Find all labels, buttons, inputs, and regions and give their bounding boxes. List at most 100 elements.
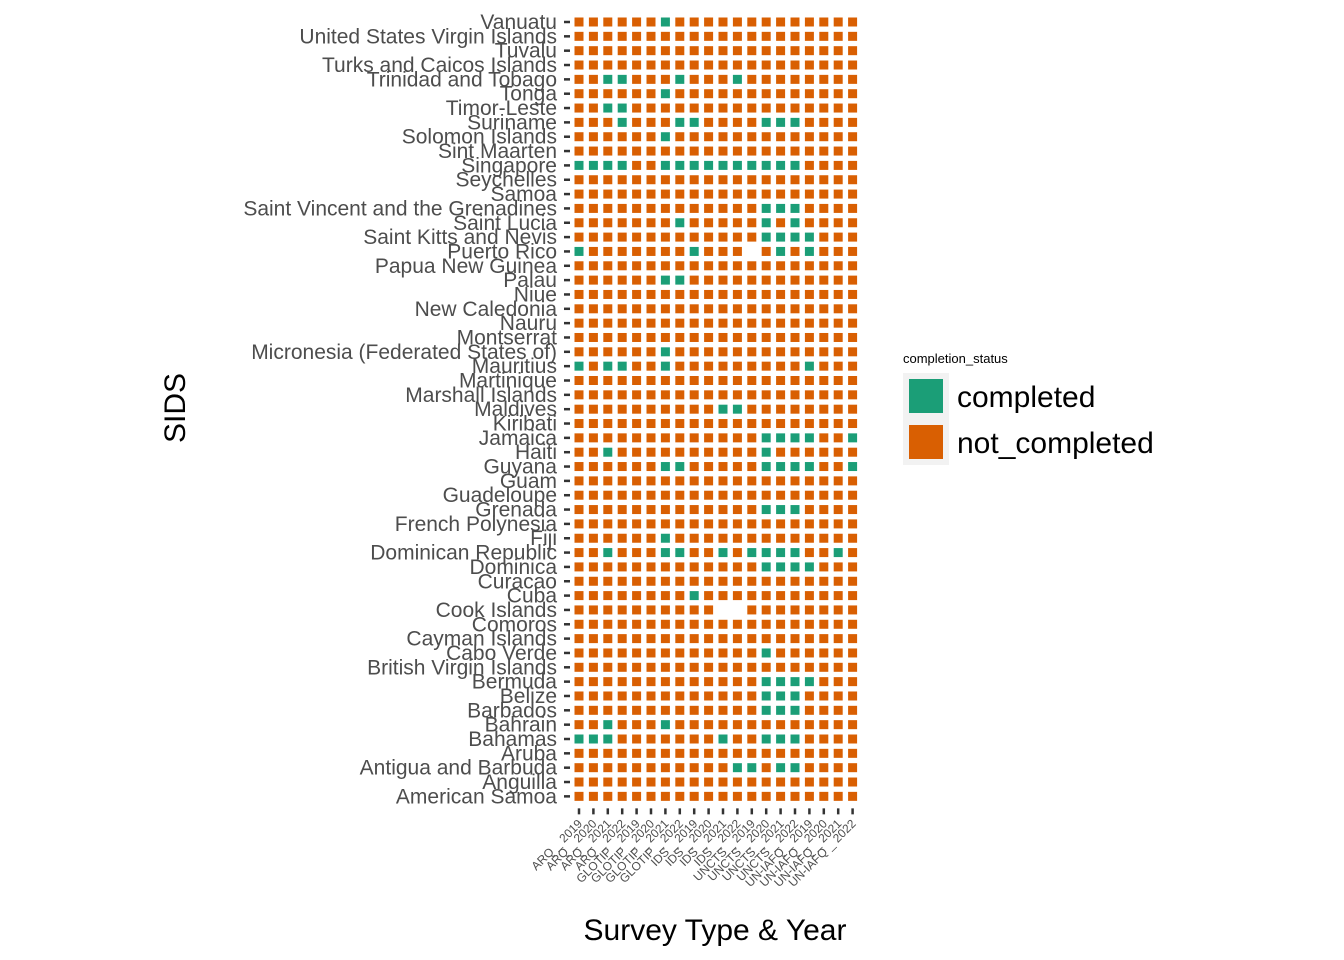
heatmap-cell	[632, 232, 642, 242]
y-tick-label: Curacao	[478, 570, 557, 593]
heatmap-cell	[689, 576, 699, 586]
heatmap-cell	[718, 289, 728, 299]
heatmap-cell	[804, 720, 814, 730]
heatmap-cell	[718, 218, 728, 228]
heatmap-cell	[588, 89, 598, 99]
heatmap-cell	[732, 648, 742, 658]
heatmap-cell	[718, 332, 728, 342]
y-tick-label: Barbados	[467, 699, 557, 722]
heatmap-cell	[574, 74, 584, 84]
heatmap-cell	[848, 261, 858, 271]
heatmap-cell	[660, 576, 670, 586]
heatmap-cell	[819, 74, 829, 84]
heatmap-cell	[574, 189, 584, 199]
heatmap-cell	[660, 361, 670, 371]
heatmap-cell	[804, 619, 814, 629]
heatmap-cell	[848, 203, 858, 213]
heatmap-cell	[761, 462, 771, 472]
heatmap-cell	[747, 462, 757, 472]
heatmap-cell	[574, 203, 584, 213]
heatmap-cell	[761, 117, 771, 127]
heatmap-cell	[603, 275, 613, 285]
heatmap-cell	[646, 533, 656, 543]
heatmap-cell	[646, 777, 656, 787]
heatmap-cell	[574, 132, 584, 142]
heatmap-cell	[848, 218, 858, 228]
heatmap-cell	[790, 89, 800, 99]
heatmap-cell	[819, 619, 829, 629]
heatmap-cell	[660, 548, 670, 558]
heatmap-cell	[603, 462, 613, 472]
heatmap-cell	[632, 246, 642, 256]
heatmap-cell	[833, 662, 843, 672]
heatmap-cell	[732, 462, 742, 472]
heatmap-cell	[848, 533, 858, 543]
heatmap-cell	[689, 332, 699, 342]
heatmap-cell	[747, 404, 757, 414]
heatmap-cell	[689, 447, 699, 457]
heatmap-cell	[646, 720, 656, 730]
heatmap-cell	[689, 74, 699, 84]
heatmap-cell	[747, 74, 757, 84]
heatmap-cell	[574, 791, 584, 801]
heatmap-cell	[790, 763, 800, 773]
heatmap-cell	[675, 318, 685, 328]
heatmap-cell	[675, 720, 685, 730]
heatmap-cell	[761, 60, 771, 70]
heatmap-cell	[603, 619, 613, 629]
heatmap-cell	[833, 691, 843, 701]
heatmap-cell	[790, 562, 800, 572]
heatmap-cell	[833, 648, 843, 658]
heatmap-cell	[732, 261, 742, 271]
heatmap-cell	[632, 289, 642, 299]
heatmap-cell	[732, 634, 742, 644]
heatmap-cell	[704, 662, 714, 672]
heatmap-cell	[617, 218, 627, 228]
heatmap-cell	[790, 146, 800, 156]
heatmap-cell	[776, 289, 786, 299]
heatmap-cell	[704, 634, 714, 644]
heatmap-cell	[660, 505, 670, 515]
heatmap-cell	[819, 763, 829, 773]
heatmap-cell	[588, 60, 598, 70]
heatmap-cell	[718, 275, 728, 285]
heatmap-cell	[632, 433, 642, 443]
heatmap-cell	[833, 447, 843, 457]
heatmap-cell	[776, 691, 786, 701]
heatmap-cell	[833, 763, 843, 773]
heatmap-cell	[819, 505, 829, 515]
heatmap-cell	[588, 390, 598, 400]
heatmap-cell	[804, 160, 814, 170]
heatmap-cell	[747, 619, 757, 629]
heatmap-cell	[574, 619, 584, 629]
heatmap-cell	[761, 605, 771, 615]
heatmap-cell	[617, 146, 627, 156]
heatmap-cell	[761, 519, 771, 529]
y-tick-label: Vanuatu	[480, 11, 557, 34]
heatmap-cell	[603, 433, 613, 443]
heatmap-cell	[804, 376, 814, 385]
heatmap-cell	[660, 31, 670, 41]
heatmap-cell	[804, 261, 814, 271]
heatmap-cell	[718, 175, 728, 185]
heatmap-cell	[675, 31, 685, 41]
heatmap-cell	[718, 60, 728, 70]
heatmap-cell	[833, 175, 843, 185]
heatmap-cell	[804, 505, 814, 515]
heatmap-cell	[761, 46, 771, 56]
heatmap-cell	[718, 648, 728, 658]
heatmap-cell	[790, 662, 800, 672]
heatmap-cell	[574, 777, 584, 787]
heatmap-cell	[689, 476, 699, 486]
heatmap-cell	[632, 376, 642, 385]
heatmap-cell	[574, 404, 584, 414]
heatmap-cell	[675, 763, 685, 773]
heatmap-cell	[790, 404, 800, 414]
heatmap-cell	[646, 318, 656, 328]
heatmap-cell	[848, 777, 858, 787]
heatmap-cell	[704, 562, 714, 572]
heatmap-cell	[689, 748, 699, 758]
heatmap-cell	[732, 390, 742, 400]
heatmap-cell	[776, 361, 786, 371]
heatmap-cell	[574, 748, 584, 758]
